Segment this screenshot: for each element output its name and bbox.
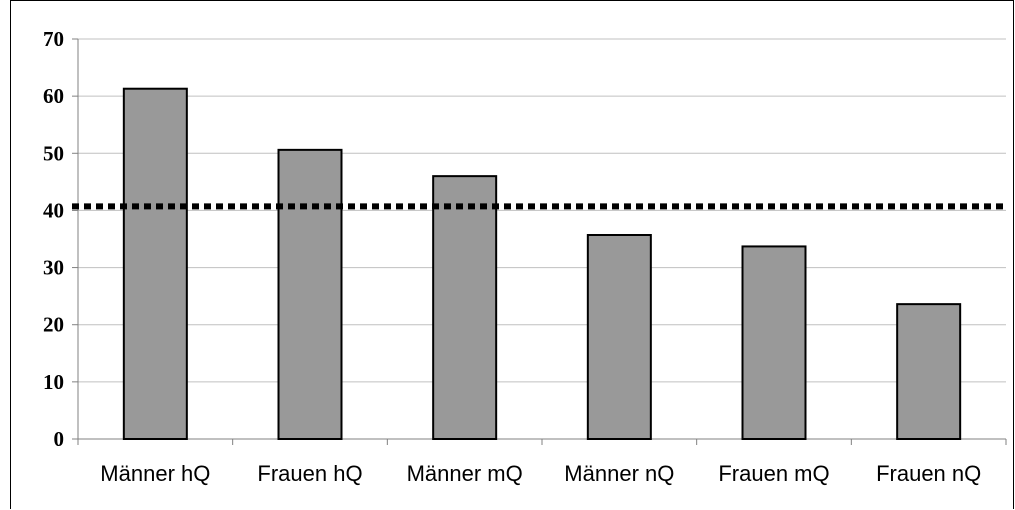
x-tick-label: Frauen hQ: [257, 461, 362, 486]
y-tick-labels: 0 10 20 30 40 50 60 70: [43, 27, 64, 451]
bar: [277, 148, 343, 440]
y-tick-label: 20: [43, 313, 64, 337]
y-tick-label: 30: [43, 256, 64, 280]
gridlines: [78, 38, 1006, 383]
x-tick-label: Frauen nQ: [876, 461, 981, 486]
y-tick-label: 60: [43, 84, 64, 108]
chart-frame: [10, 0, 1014, 509]
x-tick-label: Männer mQ: [407, 461, 523, 486]
y-tick-label: 40: [43, 198, 64, 222]
axes: [72, 38, 1007, 445]
y-tick-label: 50: [43, 141, 64, 165]
x-tick-label: Frauen mQ: [718, 461, 829, 486]
y-tick-label: 10: [43, 370, 64, 394]
y-tick-label: 70: [43, 27, 64, 51]
bar: [741, 245, 807, 440]
bars: [122, 87, 962, 440]
y-tick-label: 0: [54, 427, 65, 451]
x-tick-labels: Männer hQ Frauen hQ Männer mQ Männer nQ Frau…: [100, 461, 981, 486]
bar: [586, 234, 652, 440]
bar: [432, 175, 498, 440]
x-tick-label: Männer nQ: [564, 461, 674, 486]
bar: [122, 87, 188, 440]
bar: [896, 303, 962, 440]
x-tick-label: Männer hQ: [100, 461, 210, 486]
